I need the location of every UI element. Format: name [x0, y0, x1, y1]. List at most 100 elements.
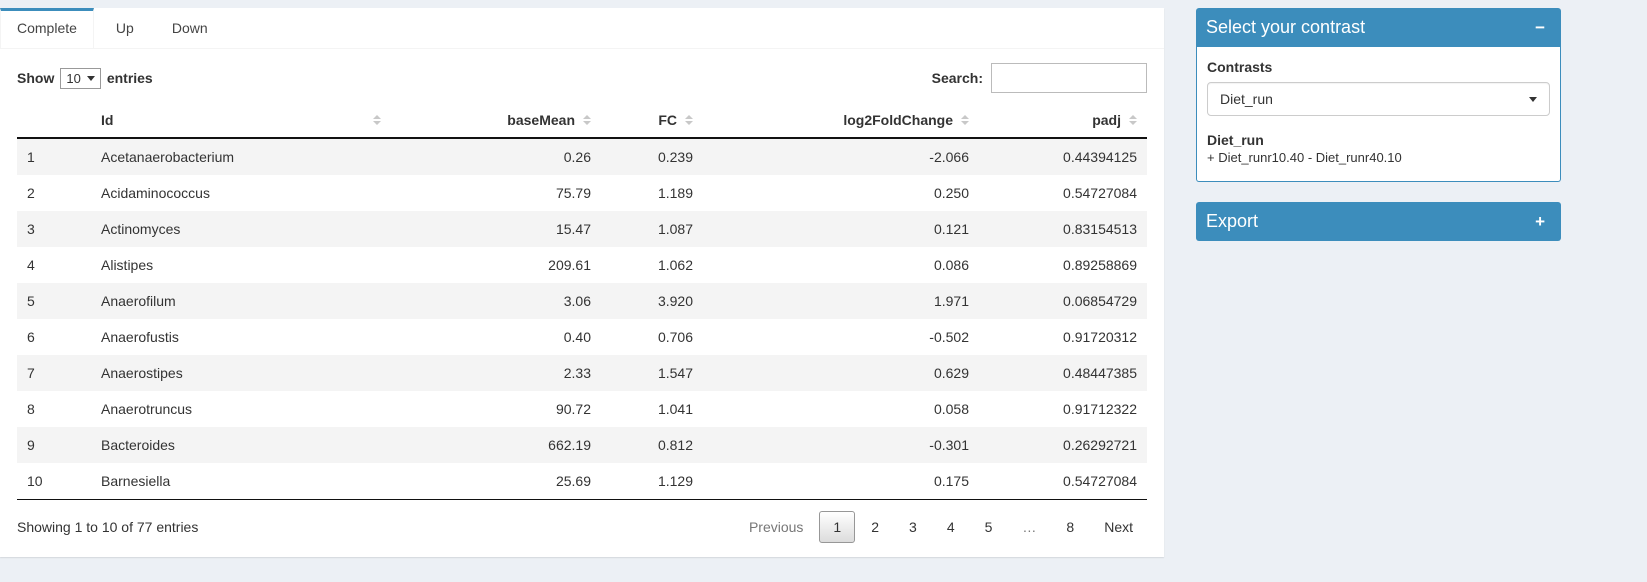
table-cell: 0.44394125	[1063, 149, 1137, 165]
entries-label: entries	[106, 70, 153, 86]
column-label: padj	[1092, 112, 1121, 128]
contrast-formula: + Diet_runr10.40 - Diet_runr40.10	[1207, 150, 1402, 165]
table-cell: 209.61	[548, 257, 591, 273]
contrast-box: Select your contrast − Contrasts Diet_ru…	[1196, 8, 1561, 182]
sidebar: Select your contrast − Contrasts Diet_ru…	[1196, 8, 1561, 557]
column-header-basemean[interactable]: baseMean	[391, 103, 601, 139]
column-header-id[interactable]: Id	[91, 103, 391, 139]
results-card: Complete Up Down Show 10 entries Search:	[0, 8, 1164, 557]
table-panel: Show 10 entries Search:	[0, 49, 1164, 557]
table-row: 7 Anaerostipes 2.33 1.547 0.629 0.48447385	[17, 355, 1147, 391]
table-cell: 1.129	[657, 473, 693, 489]
table-cell: Anaerofilum	[101, 293, 176, 309]
table-cell: 0.91720312	[1063, 329, 1137, 345]
page-button-8[interactable]: 8	[1066, 519, 1075, 535]
column-label: log2FoldChange	[843, 112, 953, 128]
row-index-cell: 3	[27, 221, 35, 237]
table-footer: Showing 1 to 10 of 77 entries Previous 1 2…	[17, 500, 1147, 557]
table-cell: 3.06	[563, 293, 591, 309]
column-header-fc[interactable]: FC	[601, 103, 703, 139]
export-box-header: Export +	[1196, 202, 1561, 241]
table-cell: 1.062	[657, 257, 693, 273]
table-cell: 0.629	[933, 365, 969, 381]
page-button-previous: Previous	[748, 519, 804, 535]
row-index-cell: 1	[27, 149, 35, 165]
table-row: 5 Anaerofilum 3.06 3.920 1.971 0.06854729	[17, 283, 1147, 319]
table-row: 3 Actinomyces 15.47 1.087 0.121 0.83154513	[17, 211, 1147, 247]
table-cell: 0.54727084	[1063, 185, 1137, 201]
table-cell: 0.121	[933, 221, 969, 237]
results-table: Id baseMean FC	[17, 103, 1147, 500]
table-cell: 0.48447385	[1063, 365, 1137, 381]
table-row: 6 Anaerofustis 0.40 0.706 -0.502 0.91720312	[17, 319, 1147, 355]
table-cell: Barnesiella	[101, 473, 171, 489]
table-cell: 75.79	[555, 185, 591, 201]
table-cell: Bacteroides	[101, 437, 175, 453]
tab-down[interactable]: Down	[171, 20, 208, 36]
table-cell: -0.301	[929, 437, 969, 453]
table-header: Id baseMean FC	[17, 103, 1147, 139]
tab-up[interactable]: Up	[115, 20, 134, 36]
table-row: 10 Barnesiella 25.69 1.129 0.175 0.54727084	[17, 463, 1147, 500]
sort-icon	[961, 115, 969, 125]
column-header-padj[interactable]: padj	[979, 103, 1147, 139]
table-cell: Alistipes	[101, 257, 154, 273]
contrast-detail: Diet_run + Diet_runr10.40 - Diet_runr40.…	[1207, 132, 1550, 165]
table-cell: Acidaminococcus	[101, 185, 210, 201]
row-index-cell: 6	[27, 329, 35, 345]
contrast-box-title: Select your contrast	[1206, 17, 1366, 37]
search-input[interactable]	[991, 63, 1147, 93]
column-header-index	[17, 103, 91, 139]
table-cell: 0.239	[657, 149, 693, 165]
page: Complete Up Down Show 10 entries Search:	[0, 8, 1561, 557]
page-button-5[interactable]: 5	[984, 519, 993, 535]
page-button-next[interactable]: Next	[1104, 519, 1133, 535]
row-index-cell: 7	[27, 365, 35, 381]
page-button-3[interactable]: 3	[909, 519, 917, 535]
table-cell: 0.26	[563, 149, 591, 165]
expand-icon[interactable]: +	[1529, 211, 1551, 232]
contrast-name: Diet_run	[1207, 132, 1264, 148]
table-cell: Actinomyces	[101, 221, 181, 237]
row-index-cell: 8	[27, 401, 35, 417]
sort-icon	[373, 115, 381, 125]
table-info: Showing 1 to 10 of 77 entries	[17, 519, 199, 535]
table-cell: 0.250	[933, 185, 969, 201]
row-index-cell: 2	[27, 185, 35, 201]
chevron-down-icon	[1529, 96, 1537, 102]
table-cell: 0.086	[933, 257, 969, 273]
table-row: 8 Anaerotruncus 90.72 1.041 0.058 0.91712322	[17, 391, 1147, 427]
table-cell: 0.83154513	[1063, 221, 1137, 237]
column-header-log2foldchange[interactable]: log2FoldChange	[703, 103, 979, 139]
table-row: 4 Alistipes 209.61 1.062 0.086 0.89258869	[17, 247, 1147, 283]
table-cell: 1.547	[657, 365, 693, 381]
table-cell: -2.066	[929, 149, 969, 165]
search-label: Search:	[931, 70, 983, 86]
page-length-select[interactable]: 10	[60, 67, 101, 89]
contrast-box-body: Contrasts Diet_run Diet_run + Diet_runr1…	[1196, 47, 1561, 182]
table-cell: 0.706	[657, 329, 693, 345]
collapse-icon[interactable]: −	[1529, 17, 1551, 38]
table-cell: 15.47	[555, 221, 591, 237]
page-length-control: Show 10 entries	[17, 67, 153, 89]
page-button-1[interactable]: 1	[819, 511, 856, 543]
table-cell: 0.812	[657, 437, 693, 453]
row-index-cell: 9	[27, 437, 35, 453]
table-cell: 0.06854729	[1063, 293, 1137, 309]
table-cell: 3.920	[657, 293, 693, 309]
table-cell: 25.69	[555, 473, 591, 489]
page-button-ellipsis: …	[1022, 519, 1037, 535]
contrast-select[interactable]: Diet_run	[1207, 82, 1550, 116]
table-cell: 1.971	[933, 293, 969, 309]
table-cell: 0.91712322	[1063, 401, 1137, 417]
page-button-4[interactable]: 4	[946, 519, 955, 535]
row-index-cell: 5	[27, 293, 35, 309]
table-row: 9 Bacteroides 662.19 0.812 -0.301 0.26292721	[17, 427, 1147, 463]
table-row: 2 Acidaminococcus 75.79 1.189 0.250 0.5472708…	[17, 175, 1147, 211]
sort-icon	[685, 115, 693, 125]
tab-complete[interactable]: Complete	[0, 8, 94, 48]
table-cell: 0.89258869	[1063, 257, 1137, 273]
table-cell: 0.058	[933, 401, 969, 417]
table-cell: Acetanaerobacterium	[101, 149, 235, 165]
page-button-2[interactable]: 2	[871, 519, 880, 535]
